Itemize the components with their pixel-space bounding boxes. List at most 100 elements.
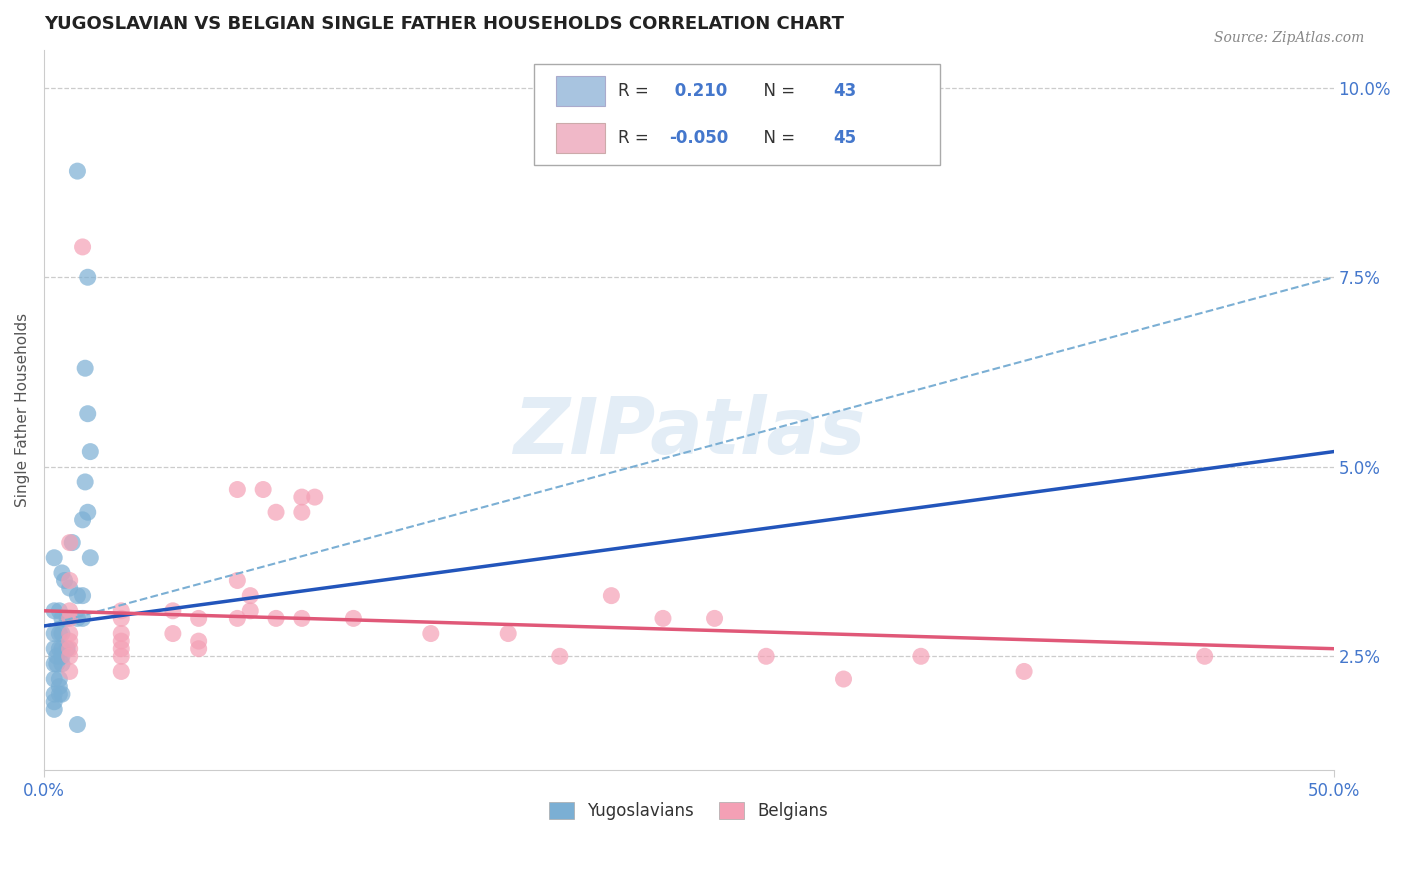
Point [162, 626, 184, 640]
Point [51, 626, 73, 640]
Point [252, 483, 274, 497]
Point [187, 641, 209, 656]
Point [304, 490, 326, 504]
Y-axis label: Single Father Households: Single Father Households [15, 313, 30, 507]
Point [226, 483, 249, 497]
Text: ZIPatlas: ZIPatlas [513, 393, 865, 469]
Point [291, 490, 314, 504]
Point [48, 641, 70, 656]
Point [496, 626, 519, 640]
Point [75, 361, 97, 376]
FancyBboxPatch shape [534, 64, 941, 165]
Point [703, 611, 725, 625]
Point [48, 680, 70, 694]
Point [44, 672, 66, 686]
Legend: Yugoslavians, Belgians: Yugoslavians, Belgians [543, 795, 835, 827]
Point [72, 611, 94, 625]
Point [66, 589, 89, 603]
Point [48, 672, 70, 686]
Point [600, 589, 623, 603]
Point [44, 550, 66, 565]
Point [110, 634, 132, 648]
Point [51, 641, 73, 656]
Point [291, 611, 314, 625]
Point [59, 611, 82, 625]
Point [56, 641, 79, 656]
Point [264, 505, 287, 519]
Point [59, 634, 82, 648]
Text: R =: R = [617, 129, 654, 147]
Point [48, 687, 70, 701]
Point [1012, 665, 1035, 679]
Point [187, 611, 209, 625]
Point [44, 604, 66, 618]
Text: -0.050: -0.050 [669, 129, 728, 147]
Point [755, 649, 778, 664]
Point [832, 672, 855, 686]
Point [76, 407, 98, 421]
Point [48, 604, 70, 618]
Point [60, 535, 83, 549]
Point [342, 611, 364, 625]
Point [44, 702, 66, 716]
Text: 0.210: 0.210 [669, 82, 728, 100]
Point [76, 270, 98, 285]
Point [162, 604, 184, 618]
Text: N =: N = [754, 129, 800, 147]
Point [59, 626, 82, 640]
Point [72, 240, 94, 254]
Point [51, 687, 73, 701]
Point [110, 626, 132, 640]
Point [79, 444, 101, 458]
Point [51, 566, 73, 580]
Point [48, 626, 70, 640]
Point [51, 657, 73, 671]
Point [239, 589, 262, 603]
Point [59, 649, 82, 664]
Text: YUGOSLAVIAN VS BELGIAN SINGLE FATHER HOUSEHOLDS CORRELATION CHART: YUGOSLAVIAN VS BELGIAN SINGLE FATHER HOU… [44, 15, 844, 33]
Point [59, 641, 82, 656]
Point [79, 550, 101, 565]
Point [226, 611, 249, 625]
Point [110, 611, 132, 625]
Point [419, 626, 441, 640]
FancyBboxPatch shape [555, 123, 605, 153]
Point [59, 574, 82, 588]
Point [59, 581, 82, 595]
Point [72, 513, 94, 527]
Point [110, 665, 132, 679]
Point [59, 535, 82, 549]
Text: N =: N = [754, 82, 800, 100]
Point [75, 475, 97, 489]
Point [72, 589, 94, 603]
Point [264, 611, 287, 625]
FancyBboxPatch shape [555, 76, 605, 106]
Point [291, 505, 314, 519]
Point [110, 604, 132, 618]
Point [66, 164, 89, 178]
Point [44, 695, 66, 709]
Point [44, 687, 66, 701]
Point [66, 611, 89, 625]
Point [51, 649, 73, 664]
Text: 45: 45 [834, 129, 856, 147]
Point [59, 604, 82, 618]
Text: 43: 43 [834, 82, 856, 100]
Point [59, 665, 82, 679]
Point [110, 641, 132, 656]
Point [51, 611, 73, 625]
Point [66, 717, 89, 731]
Point [652, 611, 675, 625]
Point [53, 574, 76, 588]
Point [76, 505, 98, 519]
Text: Source: ZipAtlas.com: Source: ZipAtlas.com [1213, 31, 1364, 45]
Point [910, 649, 932, 664]
Point [239, 604, 262, 618]
Point [44, 657, 66, 671]
Point [187, 634, 209, 648]
Point [1194, 649, 1216, 664]
Point [110, 649, 132, 664]
Point [44, 641, 66, 656]
Point [226, 574, 249, 588]
Point [56, 611, 79, 625]
